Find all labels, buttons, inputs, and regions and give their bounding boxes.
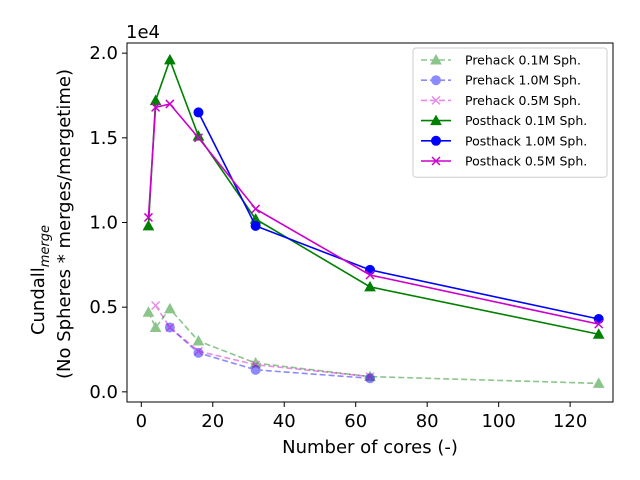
data-point (151, 102, 161, 112)
data-point (365, 270, 375, 280)
y-tick-label: 0.0 (89, 382, 118, 403)
data-point (193, 346, 204, 356)
legend-label: Posthack 0.5M Sph. (465, 154, 587, 169)
legend-item: Prehack 1.0M Sph. (421, 73, 581, 88)
data-point (165, 322, 175, 333)
data-point (193, 107, 204, 118)
legend-item: Prehack 0.5M Sph. (421, 93, 581, 108)
data-point (149, 321, 162, 332)
legend-label: Posthack 0.1M Sph. (465, 113, 587, 128)
data-point (594, 319, 604, 329)
y-axis-label-line2: (No Spheres * merges/mergetime) (54, 69, 75, 379)
series-prehack-0-1m-sph (142, 302, 605, 388)
x-tick-label: 60 (344, 411, 367, 432)
legend-label: Prehack 1.0M Sph. (465, 73, 581, 88)
legend-item: Posthack 0.1M Sph. (421, 113, 587, 128)
data-point (151, 300, 161, 311)
data-point (592, 328, 605, 339)
legend-label: Prehack 0.5M Sph. (465, 93, 581, 108)
data-point (592, 377, 605, 388)
series-posthack-0-5m-sph (143, 99, 604, 329)
series-prehack-0-5m-sph (151, 300, 375, 382)
legend-swatch (421, 135, 451, 146)
y-tick-label: 1.0 (89, 213, 118, 234)
y-tick-label: 0.5 (89, 297, 118, 318)
data-point (249, 357, 262, 368)
data-point (251, 360, 261, 370)
y-tick-label: 2.0 (89, 43, 118, 64)
series-line (154, 305, 371, 378)
data-point (142, 219, 155, 231)
legend-item: Posthack 0.5M Sph. (421, 154, 587, 169)
data-point (164, 302, 176, 314)
y-tick-label: 1.5 (89, 128, 118, 149)
legend: Prehack 0.1M Sph. Prehack 1.0M Sph. Prehac… (412, 47, 608, 178)
legend-label: Prehack 0.1M Sph. (465, 53, 581, 68)
data-point (193, 347, 204, 358)
data-point (251, 204, 261, 214)
x-tick-label: 120 (553, 411, 587, 432)
legend-label: Posthack 1.0M Sph. (465, 133, 587, 148)
series-layer (142, 53, 605, 388)
data-point (364, 280, 376, 292)
series-prehack-1-0m-sph (164, 322, 375, 384)
legend-marker (431, 95, 441, 105)
series-posthack-0-1m-sph (142, 53, 605, 339)
y-axis-label: Cundallmerge (28, 225, 53, 335)
legend-box (412, 47, 608, 178)
data-point (365, 372, 375, 382)
data-point (364, 370, 376, 382)
legend-marker (431, 135, 441, 146)
legend-marker (431, 156, 441, 166)
legend-item: Posthack 1.0M Sph. (421, 133, 587, 148)
data-point (192, 335, 205, 346)
legend-swatch (421, 114, 451, 126)
data-point (164, 322, 175, 333)
x-tick-label: 40 (273, 411, 296, 432)
legend-marker (431, 75, 441, 86)
data-point (593, 314, 604, 325)
legend-swatch (421, 53, 451, 65)
axes-frame (126, 42, 614, 403)
legend-swatch (421, 156, 451, 166)
x-tick-label: 100 (481, 411, 515, 432)
data-point (165, 99, 175, 109)
data-point (149, 94, 162, 106)
series-line (169, 326, 371, 380)
data-point (164, 53, 176, 65)
x-tick-label: 20 (201, 411, 224, 432)
legend-swatch (421, 95, 451, 105)
data-point (142, 306, 155, 317)
data-point (250, 364, 261, 375)
series-line (147, 307, 599, 385)
y-axis-label-main: Cundall (28, 267, 49, 335)
x-axis-label: Number of cores (-) (282, 437, 458, 458)
data-point (193, 133, 204, 143)
series-line (197, 112, 599, 320)
legend-marker (430, 114, 442, 126)
legend-marker (430, 53, 442, 65)
axes-layer: 0 20 40 60 80 100 120 0.0 0.5 1.0 1.5 2.0 (89, 42, 614, 432)
x-tick-label: 80 (416, 411, 439, 432)
data-point (365, 373, 375, 384)
x-tick-label: 0 (136, 411, 147, 432)
data-point (250, 220, 261, 231)
legend-swatch (421, 75, 451, 86)
legend-item: Prehack 0.1M Sph. (421, 53, 581, 68)
y-offset-text: 1e4 (126, 22, 160, 43)
data-point (143, 212, 153, 222)
y-axis-label-subscript: merge (38, 225, 53, 267)
svg-text:Cundallmerge: Cundallmerge (28, 225, 53, 335)
